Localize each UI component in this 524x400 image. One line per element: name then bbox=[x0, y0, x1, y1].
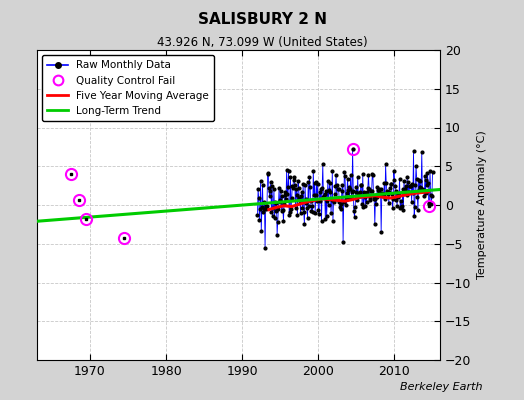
Text: 43.926 N, 73.099 W (United States): 43.926 N, 73.099 W (United States) bbox=[157, 36, 367, 49]
Text: Berkeley Earth: Berkeley Earth bbox=[400, 382, 482, 392]
Y-axis label: Temperature Anomaly (°C): Temperature Anomaly (°C) bbox=[477, 131, 487, 279]
Text: SALISBURY 2 N: SALISBURY 2 N bbox=[198, 12, 326, 27]
Legend: Raw Monthly Data, Quality Control Fail, Five Year Moving Average, Long-Term Tren: Raw Monthly Data, Quality Control Fail, … bbox=[42, 55, 214, 121]
